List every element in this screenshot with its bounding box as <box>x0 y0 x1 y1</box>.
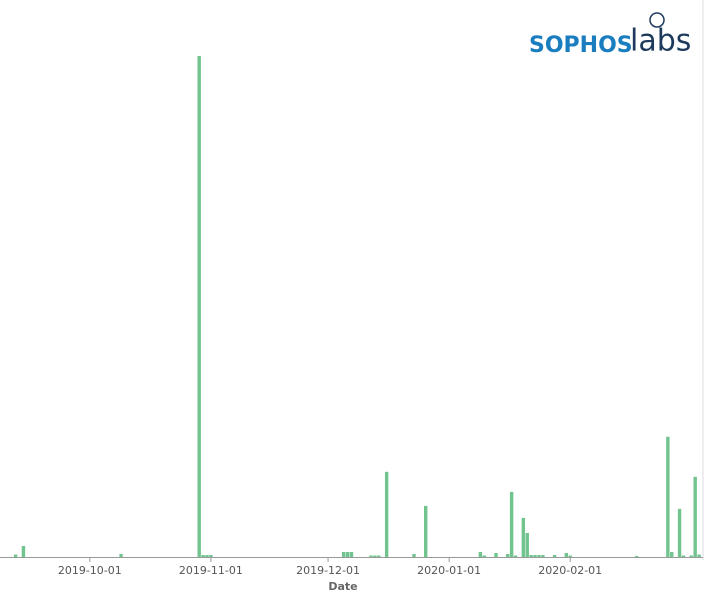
x-axis-label: Date <box>328 580 357 593</box>
bar <box>513 555 518 557</box>
bar <box>568 555 572 557</box>
bar <box>201 554 205 557</box>
x-tick-label: 2020-01-01 <box>417 564 481 577</box>
bar <box>681 555 686 557</box>
bar <box>119 553 123 557</box>
logo-icon <box>649 12 665 28</box>
bar <box>205 554 209 557</box>
bar <box>369 555 373 557</box>
bar <box>478 551 483 557</box>
bar <box>689 555 693 557</box>
bar <box>209 554 213 557</box>
x-tick-label: 2019-12-01 <box>296 564 360 577</box>
logo-suffix: labs <box>630 24 691 59</box>
bar <box>373 555 377 557</box>
bar <box>533 554 537 557</box>
bar <box>424 505 428 557</box>
logo: SOPHOS labs <box>529 12 691 59</box>
bar <box>506 553 510 557</box>
bar <box>634 555 639 557</box>
bar <box>412 553 416 557</box>
bar <box>345 551 350 557</box>
bar <box>384 471 389 557</box>
bar <box>697 554 701 557</box>
x-tick-label: 2019-10-01 <box>58 564 122 577</box>
bar <box>377 555 381 557</box>
bar <box>509 491 514 557</box>
bar <box>537 554 541 557</box>
bar <box>521 517 526 557</box>
bar <box>552 554 557 557</box>
bar <box>564 552 569 557</box>
bar <box>482 555 486 557</box>
bar <box>13 554 18 557</box>
bar <box>670 551 674 557</box>
bar <box>525 532 529 557</box>
bar <box>529 554 533 557</box>
bar <box>21 545 26 557</box>
bar <box>197 56 201 557</box>
bar <box>494 552 498 557</box>
x-tick-label: 2020-02-01 <box>538 564 602 577</box>
bar <box>693 476 697 557</box>
logo-brand: SOPHOS <box>529 33 633 58</box>
bar <box>341 551 346 557</box>
bar <box>666 436 670 557</box>
bar <box>677 508 682 557</box>
bar <box>541 554 545 557</box>
bar <box>349 551 354 557</box>
x-tick-label: 2019-11-01 <box>179 564 243 577</box>
